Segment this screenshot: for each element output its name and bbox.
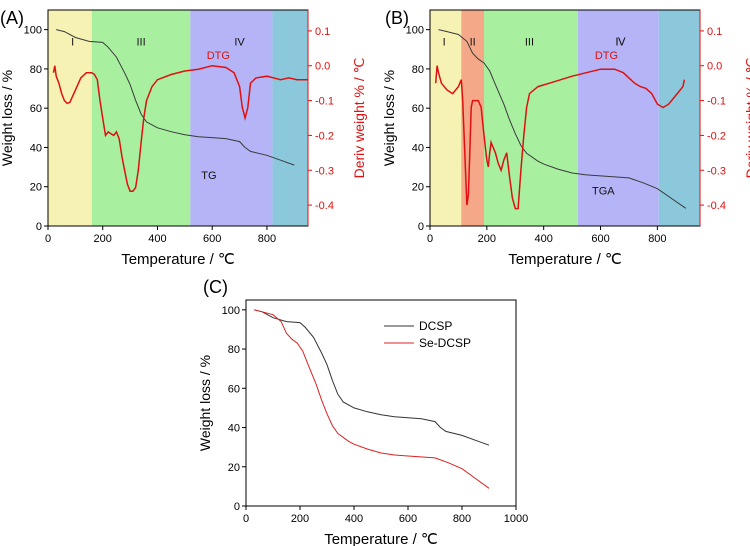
stage-label-4: Ⅳ <box>615 36 626 48</box>
x-tick-label: 400 <box>148 233 166 245</box>
x-axis-label: Temperature / ℃ <box>324 531 438 546</box>
dtg-label: DTG <box>207 50 230 62</box>
x-tick-label: 200 <box>478 233 496 245</box>
tg-curve <box>56 29 295 166</box>
stage-label-2: III <box>136 36 145 48</box>
tg-label: TGA <box>592 186 615 198</box>
x-tick-label: 1000 <box>504 513 528 525</box>
y-tick-label: 0 <box>234 501 240 513</box>
panel-label: (A) <box>0 8 24 28</box>
tg-curve <box>438 29 687 209</box>
y-tick-label-left: 60 <box>30 103 42 115</box>
y-tick-label-left: 0 <box>418 221 424 233</box>
y-tick-label-right: 0.0 <box>315 61 330 73</box>
y-tick-label-left: 0 <box>36 221 42 233</box>
y-tick-label-left: 40 <box>412 142 424 154</box>
x-tick-label: 800 <box>453 513 471 525</box>
x-tick-label: 400 <box>345 513 363 525</box>
y-tick-label-right: -0.4 <box>707 200 726 212</box>
y-tick-label-left: 40 <box>30 142 42 154</box>
y-axis-label-left: Weight loss / % <box>0 70 15 166</box>
y-tick-label: 40 <box>228 423 240 435</box>
x-tick-label: 400 <box>535 233 553 245</box>
stage-band-4 <box>577 10 659 226</box>
legend-label-1: DCSP <box>419 319 452 333</box>
y-tick-label-right: -0.1 <box>707 96 726 108</box>
x-tick-label: 0 <box>243 513 249 525</box>
series-line-1 <box>253 309 490 446</box>
y-tick-label-right: -0.1 <box>315 96 334 108</box>
y-axis-label-right: Deriv weight % / ℃ <box>743 58 750 179</box>
y-tick-label-left: 20 <box>412 182 424 194</box>
dtg-label: DTG <box>595 50 618 62</box>
x-tick-label: 0 <box>45 233 51 245</box>
x-tick-label: 800 <box>258 233 276 245</box>
y-tick-label: 100 <box>222 305 240 317</box>
dtg-curve <box>52 64 308 192</box>
y-axis-label-right: Deriv weight % / ℃ <box>351 58 367 179</box>
x-axis-label: Temperature / ℃ <box>121 251 235 268</box>
stage-label-2: II <box>470 36 476 48</box>
stage-band-2 <box>461 10 484 226</box>
stage-label-3: III <box>525 36 534 48</box>
stage-band-5 <box>658 10 700 226</box>
y-tick-label-left: 100 <box>406 25 424 37</box>
panel-label: (B) <box>385 8 409 28</box>
y-tick-label-left: 80 <box>30 64 42 76</box>
x-tick-label: 800 <box>648 233 666 245</box>
y-tick-label-left: 100 <box>24 25 42 37</box>
dtg-curve <box>434 65 686 210</box>
y-axis-label: Weight loss / % <box>197 355 213 451</box>
y-tick-label: 80 <box>228 344 240 356</box>
y-tick-label-right: -0.2 <box>315 130 334 142</box>
stage-band-1 <box>48 10 92 226</box>
x-tick-label: 0 <box>427 233 433 245</box>
stage-label-1: I <box>443 36 446 48</box>
y-tick-label-right: -0.3 <box>315 165 334 177</box>
x-axis-label: Temperature / ℃ <box>508 251 622 268</box>
panel-label: (C) <box>203 277 228 297</box>
stage-label-1: I <box>71 36 74 48</box>
plot-frame <box>245 299 517 507</box>
stage-band-3 <box>484 10 578 226</box>
x-tick-label: 600 <box>399 513 417 525</box>
y-tick-label-right: -0.3 <box>707 165 726 177</box>
y-tick-label: 20 <box>228 462 240 474</box>
x-tick-label: 600 <box>591 233 609 245</box>
stage-band-1 <box>430 10 462 226</box>
stage-band-4 <box>272 10 308 226</box>
y-axis-label-left: Weight loss / % <box>381 70 397 166</box>
panel-c: 0 200 400 600 800 1000 0 20 40 60 80 100 DCSP Se-DCSP… <box>197 277 528 546</box>
stage-label-3: IV <box>234 36 245 48</box>
y-tick-label-left: 60 <box>412 103 424 115</box>
legend-label-2: Se-DCSP <box>419 336 471 350</box>
y-tick-label-right: -0.2 <box>707 130 726 142</box>
y-tick-label: 60 <box>228 383 240 395</box>
x-tick-label: 200 <box>291 513 309 525</box>
y-tick-label-left: 80 <box>412 64 424 76</box>
y-tick-label-right: 0.1 <box>315 26 330 38</box>
y-tick-label-left: 20 <box>30 182 42 194</box>
y-tick-label-right: -0.4 <box>315 200 334 212</box>
series-line-2 <box>253 309 490 489</box>
x-tick-label: 600 <box>203 233 221 245</box>
y-tick-label-right: 0.0 <box>707 61 722 73</box>
x-tick-label: 200 <box>94 233 112 245</box>
y-tick-label-right: 0.1 <box>707 26 722 38</box>
tg-label: TG <box>201 170 216 182</box>
stage-band-2 <box>91 10 191 226</box>
stage-band-3 <box>190 10 273 226</box>
